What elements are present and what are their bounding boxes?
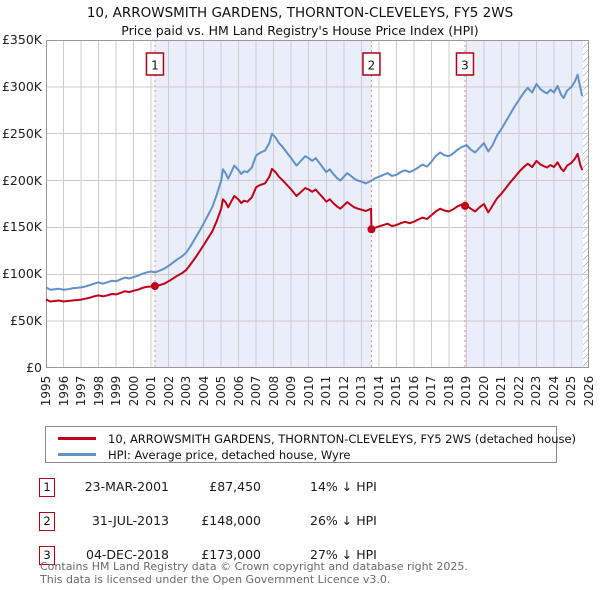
plot-border xyxy=(46,40,589,368)
y-tick-label: £150K xyxy=(1,219,42,235)
x-tick-label: 2023 xyxy=(529,375,544,407)
x-tick-label: 2021 xyxy=(494,375,509,407)
sale-marker-box xyxy=(455,52,475,76)
x-tick-label: 2020 xyxy=(476,375,491,407)
sale-hpi-diff: 14% ↓ HPI xyxy=(310,479,377,494)
footer-copyright: Contains HM Land Registry data © Crown c… xyxy=(40,560,468,573)
sale-marker-box xyxy=(145,52,165,76)
sale-price: £148,000 xyxy=(201,513,261,528)
sale-date: 23-MAR-2001 xyxy=(84,479,169,494)
y-tick-label: £300K xyxy=(1,78,42,94)
x-tick-label: 2019 xyxy=(459,375,474,407)
footer-licence: This data is licensed under the Open Gov… xyxy=(40,572,391,586)
future-hatch-band xyxy=(583,40,589,368)
x-tick-label: 1997 xyxy=(74,375,89,407)
x-tick-label: 2016 xyxy=(406,375,421,407)
x-tick-label: 2026 xyxy=(582,375,596,407)
x-tick-label: 2018 xyxy=(441,375,456,407)
x-tick-label: 2005 xyxy=(214,375,229,407)
y-tick-label: £250K xyxy=(1,125,42,141)
x-tick-label: 2002 xyxy=(161,375,176,407)
x-tick-label: 2014 xyxy=(371,375,386,407)
sale-dot xyxy=(150,282,159,291)
x-tick-label: 1996 xyxy=(56,375,71,407)
sale-date: 04-DEC-2018 xyxy=(86,547,169,562)
legend-label-hpi: HPI: Average price, detached house, Wyre xyxy=(108,447,351,462)
x-tick-label: 2012 xyxy=(336,375,351,407)
legend-item-hpi: HPI: Average price, detached house, Wyre xyxy=(54,447,548,462)
sale-date: 31-JUL-2013 xyxy=(91,513,169,528)
hpi-line xyxy=(46,73,583,291)
hpi-line-swatch xyxy=(58,453,96,456)
sale-marker-box xyxy=(362,52,381,76)
x-tick-label: 2022 xyxy=(511,375,526,407)
x-tick-label: 2010 xyxy=(301,375,316,407)
y-tick-label: £100K xyxy=(1,266,42,282)
y-tick-label: £0 xyxy=(26,360,42,375)
y-tick-label: £200K xyxy=(1,172,42,188)
sale-marker-number: 3 xyxy=(461,59,469,73)
sale-dot xyxy=(367,225,376,234)
y-tick-label: £50K xyxy=(9,313,42,329)
legend-item-price-paid: 10, ARROWSMITH GARDENS, THORNTON-CLEVELE… xyxy=(54,431,576,446)
sale-price: £87,450 xyxy=(209,479,261,494)
chart-title: 10, ARROWSMITH GARDENS, THORNTON-CLEVELE… xyxy=(86,5,514,21)
x-tick-label: 1999 xyxy=(109,375,124,407)
x-tick-label: 2017 xyxy=(424,375,439,407)
price-chart-svg: 1 2 3 xyxy=(46,40,589,368)
chart-subtitle: Price paid vs. HM Land Registry's House … xyxy=(121,23,479,38)
x-tick-label: 2011 xyxy=(319,375,334,407)
shaded-band xyxy=(154,40,372,368)
x-tick-label: 2013 xyxy=(354,375,369,407)
x-tick-label: 2000 xyxy=(126,375,141,407)
x-tick-label: 2003 xyxy=(179,375,194,407)
price-paid-line xyxy=(46,152,583,303)
price-chart-plot-area: 1 2 3 xyxy=(46,40,589,368)
x-tick-label: 2025 xyxy=(564,375,579,407)
legend-label-price-paid: 10, ARROWSMITH GARDENS, THORNTON-CLEVELE… xyxy=(108,431,577,446)
sale-marker-number: 2 xyxy=(368,59,376,73)
sale-row-3: 3 04-DEC-2018 £173,000 27% ↓ HPI xyxy=(39,546,559,566)
sale-number-badge: 3 xyxy=(39,546,55,565)
x-tick-label: 2007 xyxy=(249,375,264,407)
sale-row-1: 1 23-MAR-2001 £87,450 14% ↓ HPI xyxy=(39,478,559,498)
sale-row-2: 2 31-JUL-2013 £148,000 26% ↓ HPI xyxy=(39,512,559,532)
sale-hpi-diff: 27% ↓ HPI xyxy=(310,547,377,562)
sale-price: £173,000 xyxy=(201,547,261,562)
sale-hpi-diff: 26% ↓ HPI xyxy=(310,513,377,528)
x-tick-label: 2001 xyxy=(144,375,159,407)
x-tick-label: 2008 xyxy=(266,375,281,407)
x-tick-label: 2015 xyxy=(389,375,404,407)
x-tick-label: 2006 xyxy=(231,375,246,407)
x-tick-label: 2009 xyxy=(284,375,299,407)
sale-number-badge: 2 xyxy=(39,512,55,531)
price-line-swatch xyxy=(58,437,96,440)
sale-number-badge: 1 xyxy=(39,478,55,497)
chart-legend: 10, ARROWSMITH GARDENS, THORNTON-CLEVELE… xyxy=(45,426,576,463)
x-tick-label: 2004 xyxy=(196,375,211,407)
x-tick-label: 1995 xyxy=(39,375,53,407)
y-tick-label: £350K xyxy=(1,32,42,47)
x-tick-label: 2024 xyxy=(546,375,561,407)
sale-dot xyxy=(460,201,469,210)
footer-attribution: Contains HM Land Registry data © Crown c… xyxy=(40,560,468,586)
x-tick-label: 1998 xyxy=(91,375,106,407)
sale-marker-number: 1 xyxy=(151,59,159,73)
